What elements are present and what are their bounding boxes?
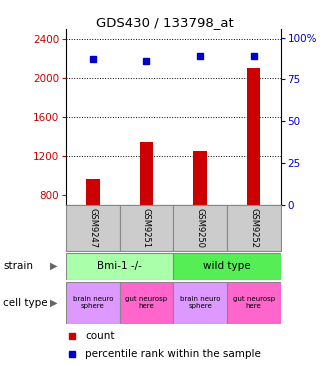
Bar: [140, 142, 153, 205]
Text: brain neuro
sphere: brain neuro sphere: [73, 296, 113, 309]
Text: gut neurosp
here: gut neurosp here: [233, 296, 275, 309]
Bar: [173, 282, 227, 324]
Bar: [173, 253, 280, 280]
Text: GSM9251: GSM9251: [142, 208, 151, 248]
Bar: [227, 282, 280, 324]
Text: GSM9252: GSM9252: [249, 208, 258, 248]
Text: strain: strain: [3, 261, 33, 271]
Text: ▶: ▶: [50, 298, 58, 308]
Bar: [119, 205, 173, 251]
Bar: [227, 205, 280, 251]
Text: wild type: wild type: [203, 261, 251, 271]
Text: gut neurosp
here: gut neurosp here: [125, 296, 168, 309]
Text: ▶: ▶: [50, 261, 58, 271]
Bar: [193, 151, 207, 205]
Text: GDS430 / 133798_at: GDS430 / 133798_at: [96, 16, 234, 30]
Text: cell type: cell type: [3, 298, 48, 308]
Text: count: count: [85, 331, 115, 341]
Bar: [86, 179, 100, 205]
Bar: [173, 205, 227, 251]
Bar: [66, 205, 120, 251]
Bar: [247, 68, 260, 205]
Bar: [66, 282, 120, 324]
Bar: [119, 282, 173, 324]
Text: Bmi-1 -/-: Bmi-1 -/-: [97, 261, 142, 271]
Text: brain neuro
sphere: brain neuro sphere: [180, 296, 220, 309]
Text: GSM9247: GSM9247: [88, 208, 97, 248]
Bar: [66, 253, 173, 280]
Text: GSM9250: GSM9250: [196, 208, 205, 248]
Text: percentile rank within the sample: percentile rank within the sample: [85, 349, 261, 359]
